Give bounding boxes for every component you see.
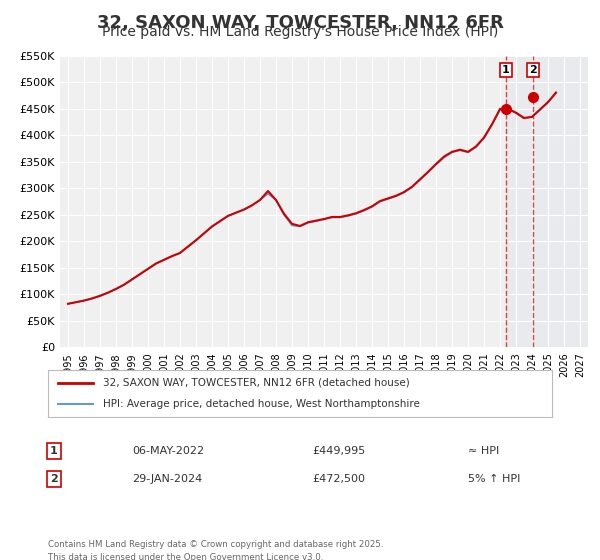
Text: 1: 1: [50, 446, 58, 456]
Text: 32, SAXON WAY, TOWCESTER, NN12 6FR: 32, SAXON WAY, TOWCESTER, NN12 6FR: [97, 14, 503, 32]
Text: 1: 1: [502, 65, 509, 74]
Text: 2: 2: [529, 65, 537, 74]
Text: Price paid vs. HM Land Registry's House Price Index (HPI): Price paid vs. HM Land Registry's House …: [102, 25, 498, 39]
Bar: [506, 56, 588, 347]
Text: 06-MAY-2022: 06-MAY-2022: [132, 446, 204, 456]
Text: £472,500: £472,500: [312, 474, 365, 484]
Text: 29-JAN-2024: 29-JAN-2024: [132, 474, 202, 484]
Text: 2: 2: [50, 474, 58, 484]
Text: 32, SAXON WAY, TOWCESTER, NN12 6FR (detached house): 32, SAXON WAY, TOWCESTER, NN12 6FR (deta…: [103, 378, 410, 388]
Text: £449,995: £449,995: [312, 446, 365, 456]
Text: ≈ HPI: ≈ HPI: [468, 446, 499, 456]
Text: Contains HM Land Registry data © Crown copyright and database right 2025.
This d: Contains HM Land Registry data © Crown c…: [48, 540, 383, 560]
Text: HPI: Average price, detached house, West Northamptonshire: HPI: Average price, detached house, West…: [103, 399, 421, 409]
Text: 5% ↑ HPI: 5% ↑ HPI: [468, 474, 520, 484]
